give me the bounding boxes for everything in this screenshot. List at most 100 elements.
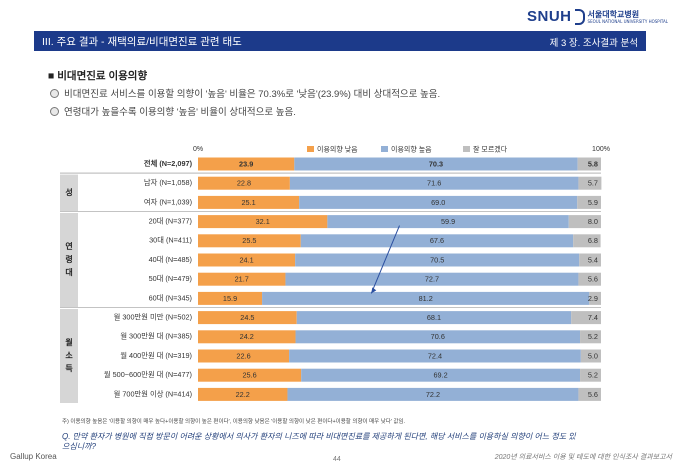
trend-arrow-head	[371, 287, 377, 294]
data-label: 69.2	[434, 371, 448, 380]
data-label: 5.2	[588, 332, 598, 341]
data-label: 5.9	[588, 198, 598, 207]
row-label: 여자 (N=1,039)	[144, 197, 192, 206]
group-label-char: 연	[65, 241, 72, 251]
data-label: 25.6	[242, 371, 256, 380]
data-label: 8.0	[588, 217, 598, 226]
data-label: 32.1	[256, 217, 270, 226]
data-label: 70.3	[429, 159, 443, 168]
bar-segment-low	[198, 330, 296, 344]
header-section-title: III. 주요 결과 - 재택의료/비대면진료 관련 태도	[42, 36, 242, 48]
legend-swatch	[307, 146, 314, 152]
bar-segment-low	[198, 253, 296, 267]
bar-segment-high	[289, 349, 581, 363]
bullet-item-2: 연령대가 높을수록 이용의향 '높음' 비율이 상대적으로 높음.	[50, 104, 296, 118]
bar-segment-low	[198, 349, 290, 363]
row-label: 월 300만원 대 (N=385)	[120, 332, 192, 341]
logo-english-name: SEOUL NATIONAL UNIVERSITY HOSPITAL	[587, 18, 668, 24]
hospital-logo: SNUH 서울대학교병원 SEOUL NATIONAL UNIVERSITY H…	[527, 8, 668, 25]
data-label: 5.4	[588, 255, 598, 264]
bar-segment-dk	[589, 291, 601, 305]
legend-swatch	[381, 146, 388, 152]
row-label: 30대 (N=411)	[149, 236, 192, 245]
bar-segment-dk	[579, 253, 601, 267]
bar-segment-dk	[580, 368, 601, 382]
bar-segment-low	[198, 176, 290, 190]
data-label: 68.1	[427, 313, 441, 322]
group-label-box	[60, 213, 78, 307]
data-label: 5.8	[588, 159, 598, 168]
logo-text-block: 서울대학교병원 SEOUL NATIONAL UNIVERSITY HOSPIT…	[588, 10, 668, 24]
data-label: 5.2	[588, 371, 598, 380]
chart-footnote: 주) 이용의향 높음은 '이용할 의향이 매우 높다+이용할 의향이 높은 편이…	[62, 419, 406, 425]
bar-segment-dk	[573, 234, 601, 248]
bar-segment-high	[296, 311, 572, 325]
data-label: 71.6	[427, 179, 441, 188]
bar-segment-low	[198, 157, 295, 171]
data-label: 25.5	[242, 236, 256, 245]
bar-segment-high	[300, 234, 574, 248]
group-label-char: 소	[65, 351, 73, 360]
bar-segment-dk	[580, 349, 601, 363]
data-label: 69.0	[431, 198, 445, 207]
legend-swatch	[463, 146, 470, 152]
data-label: 70.5	[430, 255, 444, 264]
bar-segment-dk	[571, 311, 601, 325]
footer-report-title: 2020년 의료서비스 이용 및 태도에 대한 인식조사 결과보고서	[494, 454, 672, 461]
bar-segment-high	[289, 176, 579, 190]
group-label-char: 성	[65, 187, 72, 197]
data-label: 72.4	[428, 351, 442, 360]
bar-segment-dk	[578, 272, 601, 286]
data-label: 21.7	[235, 275, 249, 284]
data-label: 70.6	[431, 332, 445, 341]
group-label-box	[60, 309, 78, 403]
bar-segment-dk	[568, 215, 601, 229]
row-label: 전체 (N=2,097)	[144, 159, 193, 168]
group-label-char: 득	[65, 364, 73, 373]
legend-label: 이용의향 높음	[391, 144, 432, 153]
group-label-char: 대	[65, 267, 72, 277]
bullet-text: 비대면진료 서비스를 이용할 의향이 '높음' 비율은 70.3%로 '낮음'(…	[64, 89, 441, 100]
bar-segment-dk	[580, 330, 601, 344]
section-title: ■ 비대면진료 이용의향	[48, 70, 148, 82]
bar-segment-dk	[577, 195, 601, 209]
data-label: 24.2	[240, 332, 254, 341]
data-label: 72.7	[425, 275, 439, 284]
bar-segment-low	[198, 368, 302, 382]
data-label: 5.0	[588, 351, 598, 360]
data-label: 67.6	[430, 236, 444, 245]
data-label: 22.2	[236, 390, 250, 399]
group-label-char: 월	[65, 337, 72, 347]
data-label: 5.7	[588, 179, 598, 188]
group-label-box	[60, 174, 78, 211]
survey-question: Q. 만약 환자가 병원에 직접 방문이 어려운 상황에서 의사가 환자의 니즈…	[62, 432, 576, 451]
bar-segment-dk	[578, 387, 601, 401]
data-label: 22.8	[237, 179, 251, 188]
row-label: 60대 (N=345)	[149, 293, 192, 302]
data-label: 72.2	[426, 390, 440, 399]
data-label: 6.8	[588, 236, 598, 245]
bar-segment-high	[295, 253, 580, 267]
row-label: 40대 (N=485)	[149, 255, 192, 264]
data-label: 2.9	[588, 294, 598, 303]
bar-segment-low	[198, 311, 297, 325]
bar-segment-low	[198, 215, 328, 229]
row-label: 20대 (N=377)	[149, 217, 192, 226]
logo-korean-name: 서울대학교병원	[587, 9, 640, 19]
bar-segment-high	[299, 195, 578, 209]
header-bar: III. 주요 결과 - 재택의료/비대면진료 관련 태도 제 3 장. 조사결…	[34, 31, 646, 51]
data-label: 81.2	[419, 294, 433, 303]
row-label: 월 300만원 미만 (N=502)	[114, 313, 192, 322]
bullet-text: 연령대가 높을수록 이용의향 '높음' 비율이 상대적으로 높음.	[64, 107, 296, 118]
row-label: 월 700만원 이상 (N=414)	[114, 389, 192, 398]
bar-segment-high	[295, 330, 581, 344]
data-label: 5.6	[588, 390, 598, 399]
legend-label: 이용의향 낮음	[317, 144, 358, 153]
header-chapter-title: 제 3 장. 조사결과 분석	[549, 38, 638, 49]
bar-segment-low	[198, 195, 300, 209]
bar-segment-dk	[578, 176, 602, 190]
data-label: 15.9	[223, 294, 237, 303]
group-label-char: 령	[65, 254, 72, 264]
data-label: 5.6	[588, 275, 598, 284]
